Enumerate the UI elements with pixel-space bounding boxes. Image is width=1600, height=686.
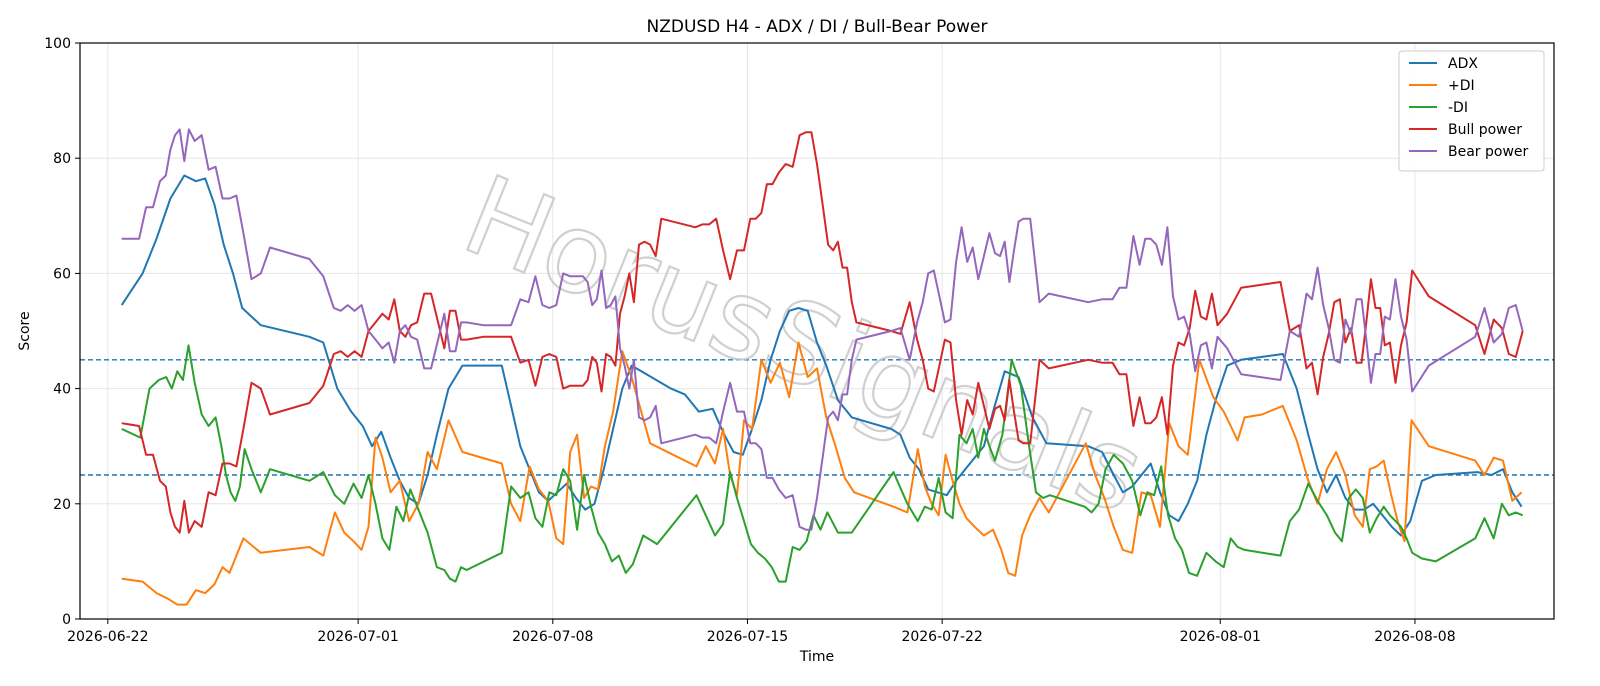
- y-tick-label: 40: [53, 382, 71, 398]
- legend-label: ADX: [1448, 56, 1478, 72]
- x-tick-label: 2026-08-01: [1180, 629, 1261, 645]
- series-line-bull-power: [121, 131, 1524, 534]
- y-axis-label: Score: [17, 311, 33, 350]
- x-axis-ticks: 2026-06-22 2026-07-01 2026-07-08 2026-07-15…: [67, 619, 1456, 645]
- y-tick-label: 0: [62, 612, 71, 628]
- series-lines: [120, 128, 1524, 606]
- x-tick-label: 2026-07-15: [707, 629, 788, 645]
- legend-label: -DI: [1448, 100, 1468, 116]
- x-tick-label: 2026-07-01: [317, 629, 398, 645]
- legend-label: Bear power: [1448, 144, 1529, 160]
- grid: [80, 42, 1554, 620]
- x-tick-label: 2026-07-08: [512, 629, 593, 645]
- chart-title: NZDUSD H4 - ADX / DI / Bull-Bear Power: [646, 17, 987, 37]
- y-axis-ticks: 0 20 40 60 80 100: [44, 36, 80, 628]
- series-line-di: [121, 341, 1523, 606]
- x-axis-label: Time: [799, 649, 834, 665]
- y-tick-label: 60: [53, 266, 71, 282]
- legend-label: +DI: [1448, 78, 1475, 94]
- legend: ADX +DI -DI Bull power Bear power: [1398, 50, 1545, 172]
- series-line-di: [121, 344, 1524, 583]
- legend-box: [1398, 50, 1545, 172]
- y-tick-label: 80: [53, 151, 71, 167]
- x-tick-label: 2026-06-22: [67, 629, 148, 645]
- y-tick-label: 100: [44, 36, 71, 52]
- threshold-lines: [80, 359, 1554, 476]
- plot-frame: [79, 42, 1555, 620]
- y-tick-label: 20: [53, 497, 71, 513]
- x-tick-label: 2026-07-22: [901, 629, 982, 645]
- series-line-adx: [120, 174, 1523, 537]
- legend-label: Bull power: [1448, 122, 1522, 138]
- x-tick-label: 2026-08-08: [1374, 629, 1455, 645]
- series-line-bear-power: [121, 128, 1524, 531]
